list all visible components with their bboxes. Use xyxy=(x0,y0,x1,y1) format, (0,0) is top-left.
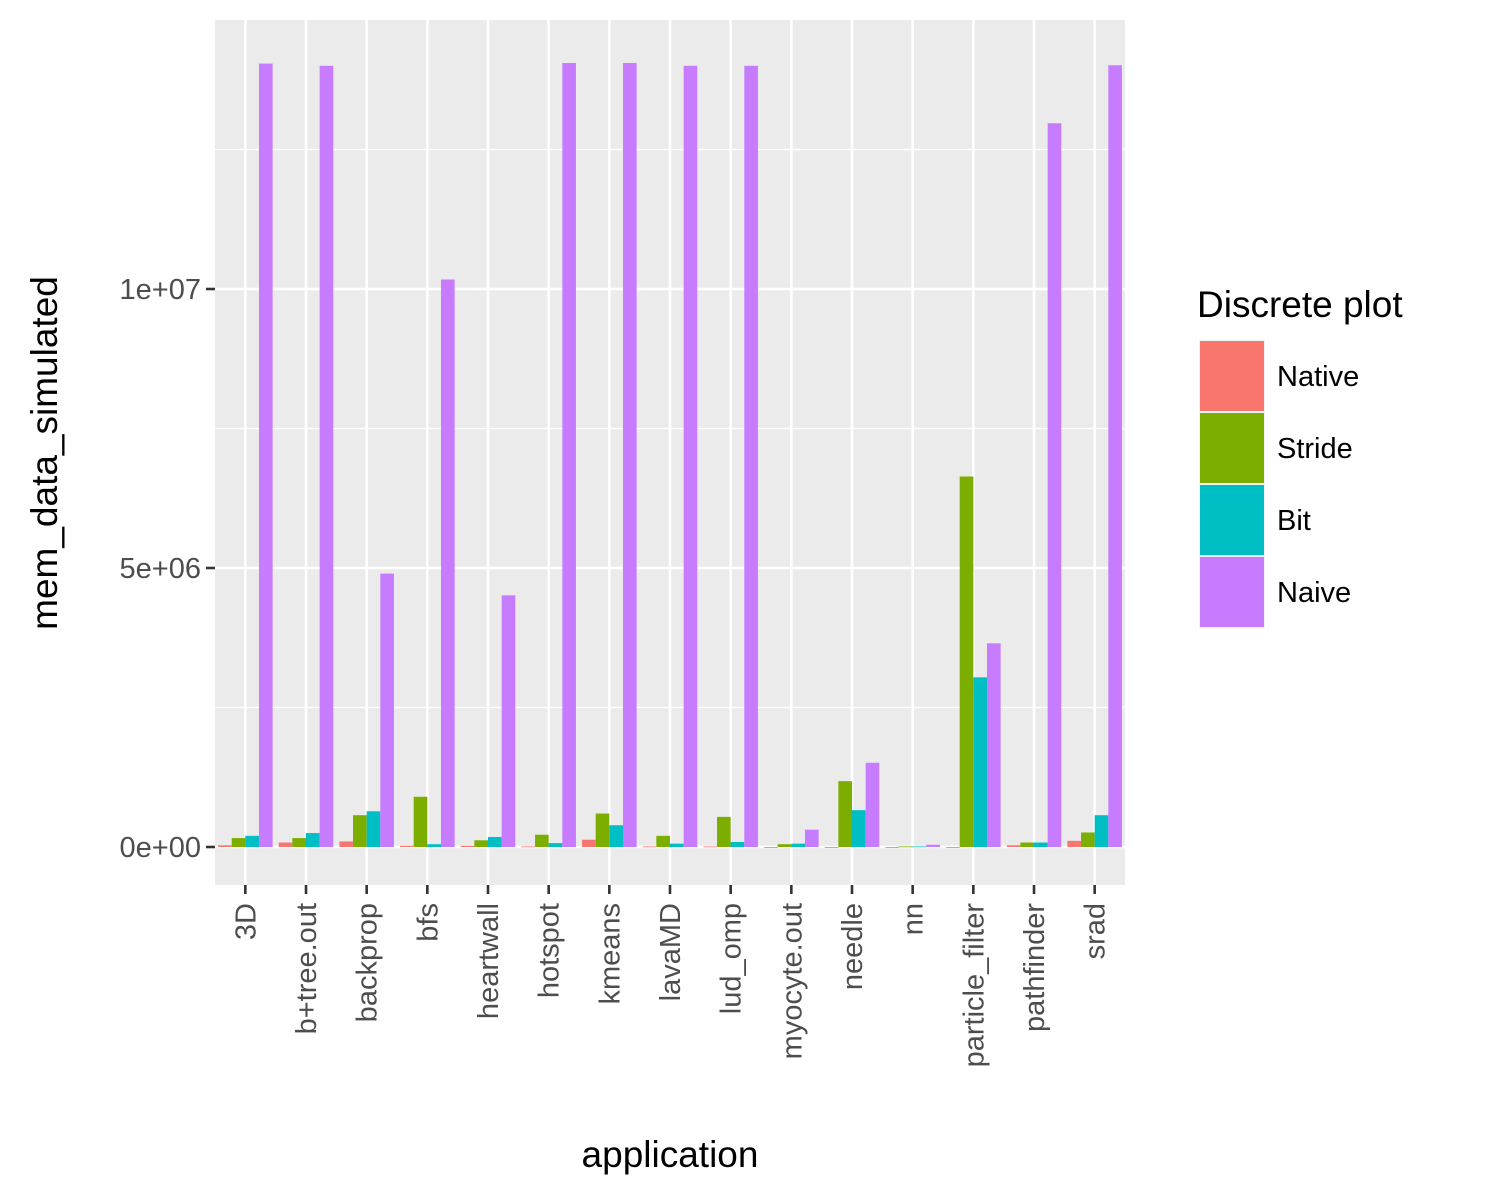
bar-naive-backprop xyxy=(380,573,394,847)
bar-bit-backprop xyxy=(366,811,381,847)
bar-native-3d xyxy=(218,845,232,847)
bar-bit-3d xyxy=(245,835,259,847)
x-tick-label: lud_omp xyxy=(716,903,748,1014)
bar-stride-bfs xyxy=(413,796,428,847)
bar-stride-particle-filter xyxy=(959,476,974,847)
bar-bit-lavamd xyxy=(670,843,684,847)
legend-key-naive xyxy=(1200,557,1264,627)
bar-native-nn xyxy=(885,847,900,848)
x-tick-label: pathfinder xyxy=(1019,903,1051,1032)
bar-naive-lud-omp xyxy=(744,65,758,848)
legend: Discrete plot Native Stride Bit Naive xyxy=(1197,284,1403,628)
x-tick-label: srad xyxy=(1080,903,1112,959)
bar-naive-srad xyxy=(1108,65,1122,847)
bar-naive-hotspot xyxy=(562,63,576,847)
x-tick-label: hotspot xyxy=(534,903,566,998)
bar-bit-hotspot xyxy=(548,843,563,847)
bar-native-b-tree-out xyxy=(278,842,293,847)
bar-native-lavamd xyxy=(642,846,657,848)
bar-naive-heartwall xyxy=(501,595,516,847)
bar-stride-srad xyxy=(1081,832,1095,847)
bar-naive-bfs xyxy=(440,279,455,847)
legend-key-native xyxy=(1200,341,1264,411)
x-tick-label: heartwall xyxy=(473,903,505,1019)
x-tick-label: 3D xyxy=(230,903,262,940)
bar-naive-3d xyxy=(258,63,273,848)
bar-native-backprop xyxy=(339,841,354,847)
y-tick-label: 5e+06 xyxy=(120,553,201,585)
bars xyxy=(218,63,1122,848)
bar-native-kmeans xyxy=(582,839,596,847)
bar-bit-lud-omp xyxy=(730,841,745,847)
legend-label-native: Native xyxy=(1277,361,1359,393)
x-tick-label: needle xyxy=(837,903,869,990)
x-tick-label: lavaMD xyxy=(655,903,687,1001)
legend-label-stride: Stride xyxy=(1277,433,1353,465)
bar-stride-heartwall xyxy=(474,840,488,847)
bar-naive-nn xyxy=(926,844,940,847)
bar-bit-kmeans xyxy=(609,825,623,847)
y-axis-title: mem_data_simulated xyxy=(24,276,65,630)
legend-label-bit: Bit xyxy=(1277,505,1311,537)
bar-native-heartwall xyxy=(460,845,475,847)
bar-naive-kmeans xyxy=(622,63,637,847)
bar-native-lud-omp xyxy=(703,846,718,848)
legend-key-stride xyxy=(1200,413,1264,483)
bar-bit-b-tree-out xyxy=(306,833,320,847)
bar-stride-kmeans xyxy=(595,813,610,847)
bar-native-particle-filter xyxy=(946,847,960,848)
x-tick-label: backprop xyxy=(352,903,384,1022)
x-tick-label: bfs xyxy=(412,903,444,942)
bar-stride-nn xyxy=(899,846,913,848)
bar-naive-needle xyxy=(865,762,880,847)
bar-naive-b-tree-out xyxy=(319,65,334,848)
y-tick-label: 1e+07 xyxy=(120,274,201,306)
bar-stride-hotspot xyxy=(535,834,549,847)
bar-bit-nn xyxy=(912,846,927,848)
bar-stride-lavamd xyxy=(656,835,670,847)
bar-naive-myocyte-out xyxy=(804,829,819,847)
bar-stride-b-tree-out xyxy=(292,838,306,847)
bar-native-myocyte-out xyxy=(764,847,778,848)
bar-stride-lud-omp xyxy=(717,816,731,847)
legend-label-naive: Naive xyxy=(1277,577,1351,609)
x-tick-label: myocyte.out xyxy=(776,903,808,1059)
x-tick-label: b+tree.out xyxy=(291,903,323,1034)
legend-title: Discrete plot xyxy=(1197,284,1403,325)
bar-naive-particle-filter xyxy=(986,643,1001,847)
x-tick-label: nn xyxy=(898,903,930,935)
bar-bit-myocyte-out xyxy=(791,843,805,847)
bar-stride-backprop xyxy=(353,815,367,847)
bar-native-needle xyxy=(824,847,839,848)
bar-bit-particle-filter xyxy=(973,677,987,847)
bar-stride-myocyte-out xyxy=(777,844,792,847)
legend-key-bit xyxy=(1200,485,1264,555)
bar-native-hotspot xyxy=(521,846,536,848)
y-axis: 0e+00 5e+06 1e+07 xyxy=(120,274,215,864)
x-tick-label: particle_filter xyxy=(958,903,990,1068)
y-tick-label: 0e+00 xyxy=(120,832,201,864)
x-axis: 3D b+tree.out backprop bfs heartwall hotspot k… xyxy=(230,885,1112,1068)
bar-bit-pathfinder xyxy=(1034,842,1048,847)
bar-stride-pathfinder xyxy=(1020,842,1034,847)
bar-bit-needle xyxy=(852,810,866,847)
bar-stride-needle xyxy=(838,781,852,847)
bar-bit-bfs xyxy=(427,844,441,847)
bar-native-pathfinder xyxy=(1006,845,1021,847)
bar-stride-3d xyxy=(231,838,246,847)
bar-bit-srad xyxy=(1094,815,1109,847)
bar-bit-heartwall xyxy=(488,836,502,847)
x-axis-title: application xyxy=(582,1134,759,1175)
bar-naive-lavamd xyxy=(683,65,698,848)
bar-native-srad xyxy=(1067,840,1082,847)
x-tick-label: kmeans xyxy=(594,903,626,1005)
bar-naive-pathfinder xyxy=(1047,123,1062,848)
bar-native-bfs xyxy=(400,845,414,847)
